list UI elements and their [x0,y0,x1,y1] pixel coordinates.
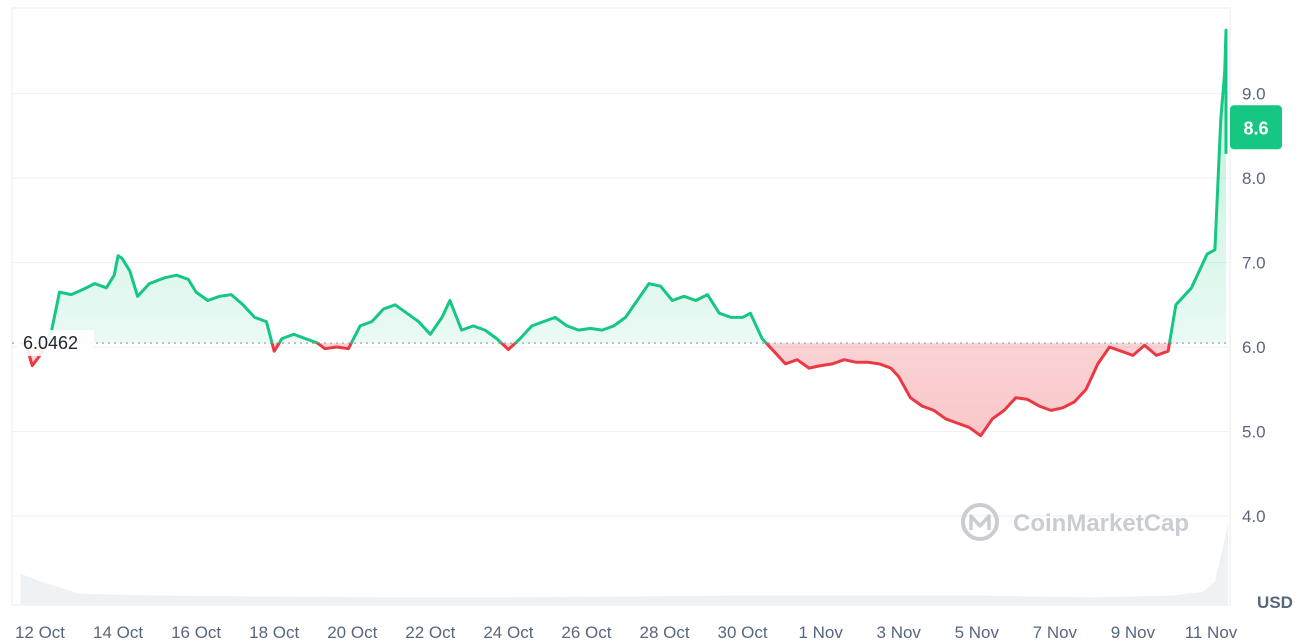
currency-label: USD [1257,593,1293,612]
price-fill [20,30,1226,436]
x-tick-label: 3 Nov [877,623,922,642]
fill-below-baseline [21,343,1170,436]
volume-shape [20,514,1229,605]
line-down-segment [19,343,1171,438]
baseline-label: 6.0462 [16,330,94,357]
x-tick-label: 28 Oct [639,623,689,642]
baseline-value-text: 6.0462 [23,333,78,353]
line-up-segment [20,28,1228,344]
x-tick-label: 20 Oct [327,623,377,642]
current-price-badge: 8.6 [1230,105,1282,150]
x-tick-label: 11 Nov [1185,623,1238,642]
x-tick-label: 24 Oct [483,623,533,642]
y-axis: 4.0 5.0 6.0 7.0 8.0 9.0 [1242,85,1266,527]
current-price-text: 8.6 [1243,118,1268,138]
watermark: CoinMarketCap [961,503,1189,541]
coinmarketcap-logo-icon [961,503,999,541]
y-tick-label: 4.0 [1242,507,1266,526]
x-tick-label: 30 Oct [718,623,768,642]
y-tick-label: 9.0 [1242,85,1266,104]
x-tick-label: 7 Nov [1033,623,1078,642]
x-tick-label: 5 Nov [955,623,1000,642]
x-tick-label: 14 Oct [93,623,143,642]
y-tick-label: 6.0 [1242,338,1266,357]
x-tick-label: 1 Nov [798,623,843,642]
price-line [19,28,1228,438]
x-tick-label: 18 Oct [249,623,299,642]
y-tick-label: 8.0 [1242,169,1266,188]
y-tick-label: 7.0 [1242,254,1266,273]
watermark-text: CoinMarketCap [1013,510,1189,537]
volume-area [20,514,1229,605]
y-tick-label: 5.0 [1242,423,1266,442]
x-tick-label: 26 Oct [561,623,611,642]
x-tick-label: 9 Nov [1111,623,1156,642]
x-tick-label: 12 Oct [15,623,65,642]
x-axis: 12 Oct 14 Oct 16 Oct 18 Oct 20 Oct 22 Oct 24 O… [15,623,1238,642]
fill-above-baseline [20,30,1226,344]
x-tick-label: 22 Oct [405,623,455,642]
x-tick-label: 16 Oct [171,623,221,642]
